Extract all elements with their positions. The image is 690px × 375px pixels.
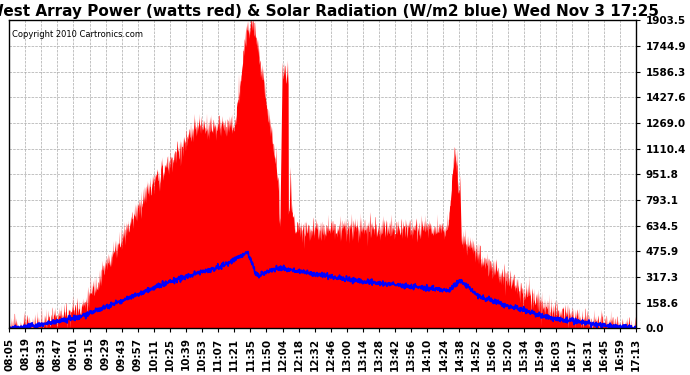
Title: West Array Power (watts red) & Solar Radiation (W/m2 blue) Wed Nov 3 17:25: West Array Power (watts red) & Solar Rad… <box>0 4 659 19</box>
Text: Copyright 2010 Cartronics.com: Copyright 2010 Cartronics.com <box>12 30 144 39</box>
